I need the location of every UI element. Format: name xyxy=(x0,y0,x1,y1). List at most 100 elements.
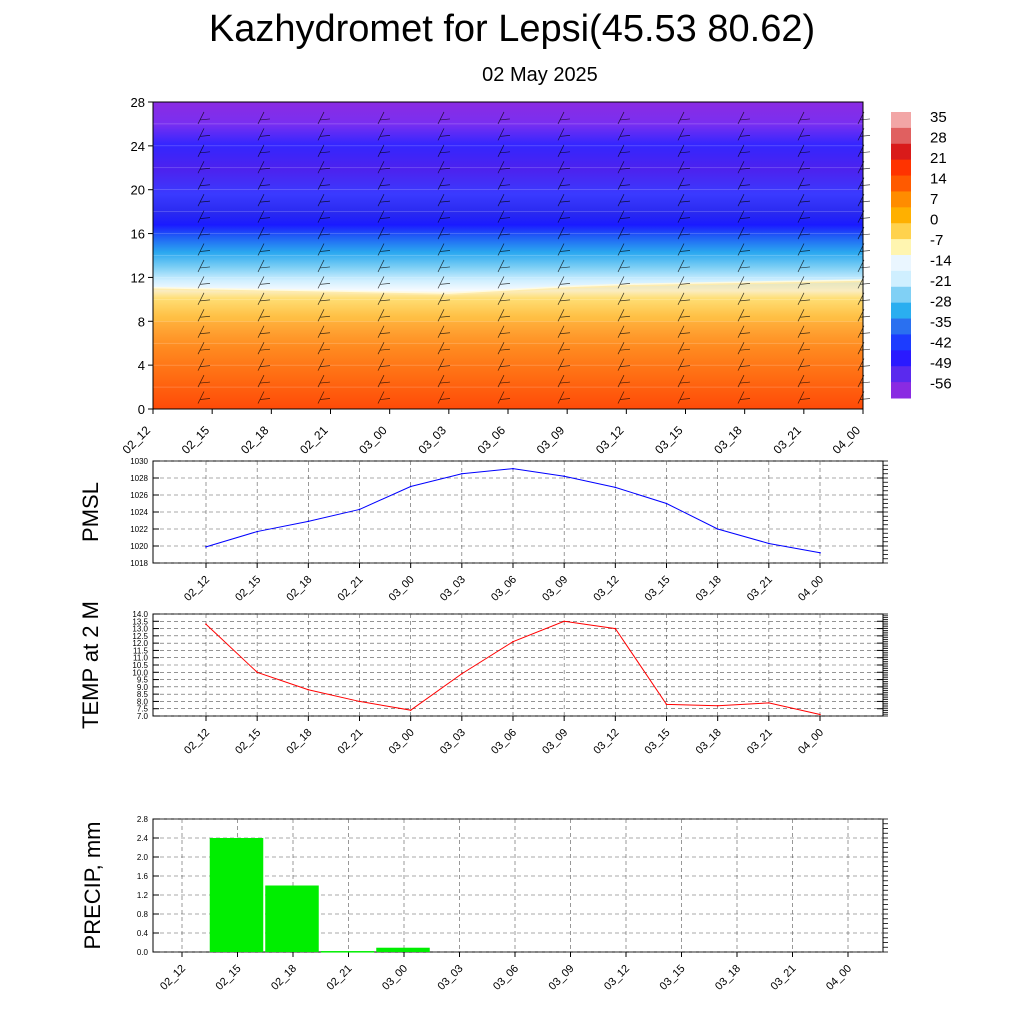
y-tick-label: 1022 xyxy=(130,525,148,534)
wind-barb xyxy=(377,342,391,355)
wind-barb xyxy=(437,210,451,223)
wind-barb xyxy=(797,292,811,305)
y-tick-label: 8 xyxy=(138,314,145,329)
wind-barb xyxy=(377,276,391,289)
wind-barb xyxy=(497,276,511,289)
y-tick-label: 0.4 xyxy=(137,929,149,938)
precip-bar xyxy=(376,947,430,952)
wind-barb xyxy=(197,226,211,240)
x-tick-label: 03_06 xyxy=(475,423,509,457)
wind-barb xyxy=(197,177,211,190)
temp-point xyxy=(205,623,207,625)
wind-barb xyxy=(197,374,211,388)
pmsl-point xyxy=(768,542,770,545)
wind-barb xyxy=(377,210,391,223)
temp-point xyxy=(461,672,463,675)
colorbar-segment xyxy=(891,191,911,208)
precip-bar xyxy=(320,951,375,953)
wind-barb xyxy=(197,259,211,273)
y-tick-label: 2.8 xyxy=(137,815,149,824)
wind-barb xyxy=(617,111,631,125)
wind-barb xyxy=(797,128,811,141)
wind-barb xyxy=(437,358,451,371)
wind-barb xyxy=(677,128,691,141)
pmsl-point xyxy=(358,508,361,511)
wind-barb xyxy=(257,358,271,371)
colorbar-label: -35 xyxy=(930,314,952,331)
wind-barb xyxy=(557,243,571,256)
wind-barb xyxy=(257,161,271,174)
wind-barb xyxy=(257,111,271,125)
wind-barb xyxy=(617,342,631,355)
wind-barb xyxy=(677,276,691,289)
x-tick-label: 03_18 xyxy=(711,423,745,457)
colorbar-label: -49 xyxy=(930,355,952,372)
wind-barb xyxy=(737,309,751,322)
colorbar-segment xyxy=(891,159,911,177)
y-tick-label: 12 xyxy=(131,270,145,285)
wind-barb xyxy=(317,309,331,322)
wind-barb xyxy=(377,161,391,174)
y-tick-label: 1020 xyxy=(130,542,148,551)
y-tick-label: 1030 xyxy=(130,457,148,466)
y-tick-label: 1028 xyxy=(130,474,148,483)
wind-barb xyxy=(317,292,331,305)
wind-barb xyxy=(317,276,331,289)
temp-point xyxy=(768,702,770,704)
x-tick-label: 02_18 xyxy=(284,727,314,757)
wind-barb xyxy=(317,128,331,141)
wind-barb xyxy=(377,243,391,256)
wind-barb xyxy=(677,243,691,256)
y-tick-label: 0 xyxy=(138,402,145,417)
y-tick-label: 0.8 xyxy=(137,910,149,919)
x-tick-label: 03_03 xyxy=(436,963,466,993)
wind-barb xyxy=(377,226,391,240)
wind-barb xyxy=(437,259,451,273)
wind-barb xyxy=(737,374,751,388)
wind-barb xyxy=(197,292,211,305)
wind-barb xyxy=(497,374,511,388)
wind-barb xyxy=(197,243,211,256)
wind-barb xyxy=(257,276,271,289)
x-tick-label: 03_06 xyxy=(489,727,519,757)
pmsl-point xyxy=(716,528,719,530)
x-tick-label: 03_12 xyxy=(602,963,632,993)
x-tick-label: 03_09 xyxy=(547,963,577,993)
wind-barb xyxy=(197,342,211,355)
wind-barb xyxy=(317,177,331,190)
wind-barb xyxy=(677,111,691,125)
wind-barb xyxy=(677,177,691,190)
x-tick-label: 02_15 xyxy=(233,727,263,757)
wind-barb xyxy=(437,243,451,256)
wind-barb xyxy=(797,194,811,207)
wind-barb xyxy=(437,161,451,174)
colorbar-label: 35 xyxy=(930,109,947,126)
wind-barb xyxy=(257,128,271,141)
wind-barb xyxy=(497,177,511,190)
wind-barb xyxy=(797,210,811,223)
x-tick-label: 02_21 xyxy=(336,727,366,757)
colorbar-label: -28 xyxy=(930,294,952,311)
y-tick-label: 20 xyxy=(131,183,145,198)
wind-barb xyxy=(797,177,811,190)
wind-barb xyxy=(617,309,631,322)
x-tick-label: 03_00 xyxy=(380,963,410,993)
x-tick-label: 03_21 xyxy=(769,963,799,993)
wind-barb xyxy=(497,226,511,240)
wind-barb xyxy=(317,342,331,355)
x-tick-label: 03_21 xyxy=(745,727,775,757)
x-tick-label: 03_21 xyxy=(745,574,775,604)
wind-barb xyxy=(677,161,691,174)
freezing-level-line xyxy=(152,279,864,296)
wind-barb xyxy=(617,276,631,289)
y-tick-label: 1026 xyxy=(130,491,148,500)
y-tick-label: 12.5 xyxy=(132,632,148,641)
y-tick-label: 2.0 xyxy=(137,853,149,862)
wind-barb xyxy=(317,243,331,256)
wind-barb xyxy=(377,111,391,125)
wind-barb xyxy=(317,226,331,240)
pmsl-point xyxy=(614,486,617,489)
y-tick-label: 0.0 xyxy=(137,948,149,957)
wind-barb xyxy=(257,342,271,355)
wind-barb xyxy=(557,161,571,174)
